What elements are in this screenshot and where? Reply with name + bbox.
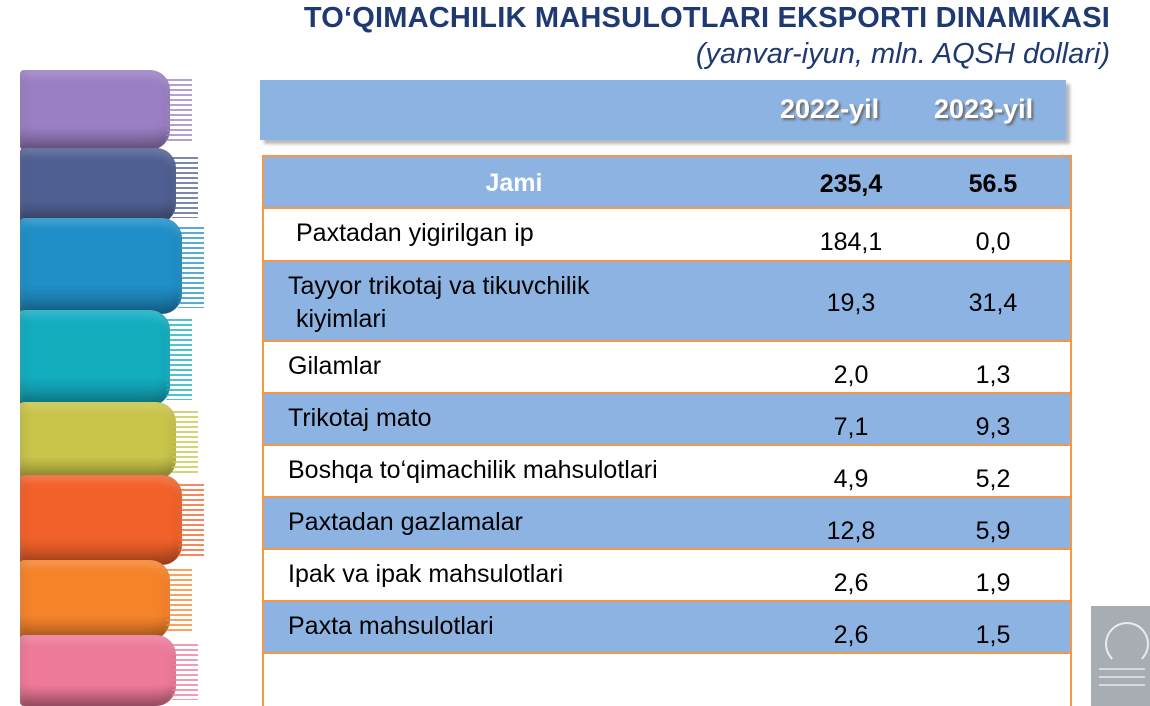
value-2023: 5,9 (975, 517, 1011, 545)
table-row: Gilamlar 2,0 1,3 (264, 342, 1070, 394)
table-row: Boshqa to‘qimachilik mahsulotlari 4,9 5,2 (264, 446, 1070, 498)
header-2023: 2023-yil (934, 94, 1034, 124)
value-2023: 1,9 (975, 569, 1011, 597)
table-header: 2022-yil 2023-yil (260, 80, 1066, 140)
value-2022: 4,9 (833, 465, 869, 493)
value-2022: 2,6 (833, 569, 869, 597)
value-2023: 9,3 (975, 413, 1011, 441)
row-label: Tayyor trikotaj va tikuvchilik kiyimlari (288, 272, 590, 333)
fabric-fold (20, 218, 204, 314)
value-2022: 2,6 (833, 621, 869, 649)
table-row: Tayyor trikotaj va tikuvchilik kiyimlari 1… (264, 262, 1070, 342)
fabric-fold (20, 310, 192, 406)
table-row: Paxta mahsulotlari 2,6 1,5 (264, 602, 1070, 654)
total-label: Jami (485, 169, 543, 197)
fabric-fold (20, 148, 198, 224)
fabric-fold (20, 560, 192, 640)
export-table: Jami 235,4 56.5 Paxtadan yigirilgan ip 18… (262, 155, 1072, 706)
fabric-fold (20, 70, 192, 150)
table-row: Trikotaj mato 7,1 9,3 (264, 394, 1070, 446)
table-row: Ipak va ipak mahsulotlari 2,6 1,9 (264, 550, 1070, 602)
page-title: TO‘QIMACHILIK MAHSULOTLARI EKSPORTI DINA… (303, 2, 1110, 34)
value-2023: 0,0 (975, 228, 1011, 256)
value-2023: 31,4 (968, 289, 1018, 317)
row-label: Boshqa to‘qimachilik mahsulotlari (288, 456, 658, 484)
fabric-stack-image (20, 70, 220, 706)
fabric-fold (20, 635, 198, 706)
row-label: Gilamlar (288, 352, 382, 380)
table-row: Paxtadan yigirilgan ip 184,1 0,0 (264, 209, 1070, 262)
value-2023: 5,2 (975, 465, 1011, 493)
row-label: Trikotaj mato (288, 404, 432, 432)
row-label: Ipak va ipak mahsulotlari (288, 560, 564, 588)
value-2022: 12,8 (826, 517, 876, 545)
table-row-total: Jami 235,4 56.5 (264, 157, 1070, 209)
agency-logo (1091, 606, 1150, 706)
value-2022: 7,1 (833, 413, 869, 441)
value-2022: 19,3 (826, 289, 876, 317)
value-2023: 1,5 (975, 621, 1011, 649)
row-label: Paxta mahsulotlari (288, 612, 494, 640)
row-label: Paxtadan gazlamalar (288, 508, 523, 536)
header-2022: 2022-yil (780, 94, 880, 124)
table-row: Paxtadan gazlamalar 12,8 5,9 (264, 498, 1070, 550)
total-2023: 56.5 (968, 170, 1018, 198)
value-2022: 184,1 (819, 228, 883, 256)
fabric-fold (20, 402, 198, 480)
page-subtitle: (yanvar-iyun, mln. AQSH dollari) (695, 38, 1110, 70)
value-2023: 1,3 (975, 361, 1011, 389)
fabric-fold (20, 475, 204, 565)
row-label: Paxtadan yigirilgan ip (296, 219, 534, 247)
total-2022: 235,4 (819, 170, 883, 198)
value-2022: 2,0 (833, 361, 869, 389)
